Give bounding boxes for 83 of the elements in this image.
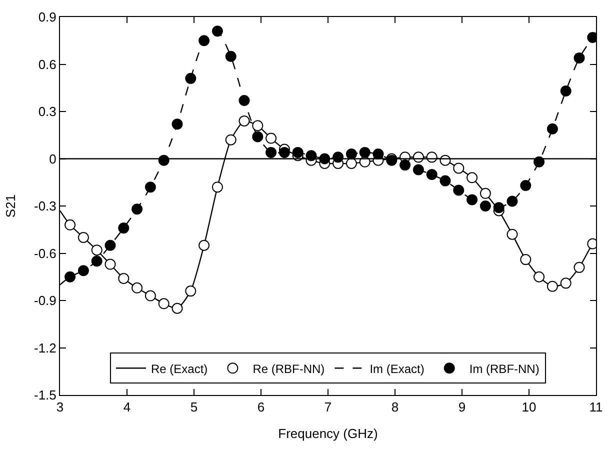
x-tick-label: 7 [324,400,332,415]
y-tick-label: 0.6 [38,56,56,72]
y-tick-label: 0.9 [38,10,56,25]
point [144,290,156,302]
point [346,148,357,160]
point [574,52,585,64]
point [252,120,264,132]
y-tick-label: 0 [49,151,56,166]
x-tick-label: 9 [458,400,466,415]
point [520,254,532,266]
legend-label: Re (Exact) [151,362,208,376]
point [118,272,130,284]
point [278,146,290,158]
point [480,200,491,212]
point [225,50,236,62]
y-tick-label: -0.9 [34,293,56,308]
x-tick-label: 8 [391,400,399,415]
point [78,265,89,276]
point [453,162,464,174]
point [493,202,504,214]
point [574,262,585,273]
y-tick-label: -0.3 [34,198,56,214]
x-tick-label: 6 [257,400,265,415]
point [266,132,277,144]
point [412,164,424,176]
point [132,282,143,294]
point [91,244,102,256]
point [158,298,170,310]
x-tick-label: 10 [522,400,536,415]
x-axis-title: Frequency (GHz) [278,426,378,442]
point [520,180,532,192]
point [238,115,250,126]
point [453,184,464,196]
point [91,256,102,267]
point [64,271,76,282]
point [212,182,223,193]
y-tick-label: -1.2 [34,340,56,356]
point [400,160,411,171]
point [560,86,572,97]
y-tick-label: -1.5 [34,388,56,403]
point [172,302,183,314]
legend-label: Im (RBF-NN) [469,362,540,376]
x-tick-label: 11 [589,400,603,415]
point [198,240,210,251]
point [534,271,545,282]
point [546,280,558,292]
point [346,158,357,169]
point [212,26,223,37]
point [506,196,518,207]
point [546,123,558,134]
point [238,94,250,106]
x-tick-label: 3 [56,400,64,415]
point [292,146,304,158]
point [225,134,236,146]
point [198,35,210,46]
x-tick-label: 5 [190,400,198,415]
point [440,175,451,186]
point [78,232,89,243]
point [372,148,384,160]
y-tick-label: -0.6 [34,246,56,261]
point [185,72,196,84]
point [172,118,183,130]
point [426,169,438,180]
point [185,286,196,297]
x-tick-label: 4 [123,400,131,415]
point [104,240,116,251]
y-tick-label: 0.3 [38,104,56,120]
point [104,258,116,270]
y-axis-title: S21 [2,194,18,218]
legend-label: Re (RBF-NN) [252,362,325,376]
point [144,182,156,193]
point [64,219,76,230]
point [132,204,143,215]
point [560,278,572,289]
point [118,222,130,234]
point [466,194,478,206]
legend-label: Im (Exact) [370,362,424,376]
point [252,131,264,142]
point [480,188,491,199]
point [359,146,370,158]
point [506,228,518,240]
point [466,172,478,184]
point [266,146,277,158]
